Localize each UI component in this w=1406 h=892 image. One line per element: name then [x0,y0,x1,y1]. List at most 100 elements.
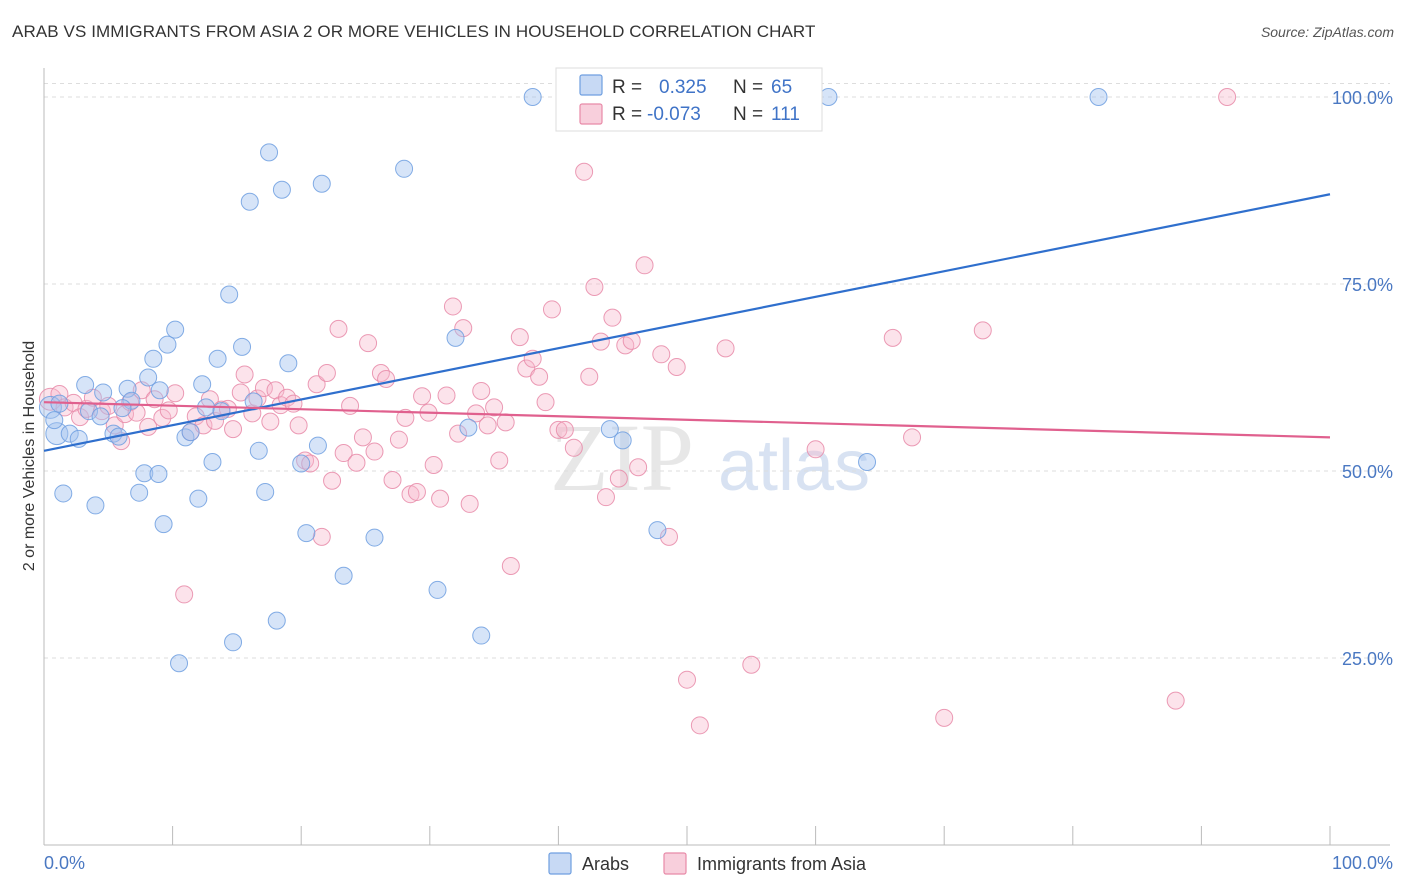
immigrants-point [437,386,456,405]
immigrants-point [224,420,243,439]
immigrants-trend-line [43,401,1331,439]
legend-swatch-immigrants [579,103,603,125]
bottom-legend-label-arabs: Arabs [582,854,629,874]
series-legend: Arabs Immigrants from Asia [548,852,867,875]
source-label: Source: ZipAtlas.com [1260,24,1394,40]
immigrants-point [883,328,902,347]
immigrants-point [485,398,504,417]
immigrants-point [629,458,648,477]
arabs-point [113,399,132,418]
arabs-point [1089,88,1108,106]
immigrants-point [690,716,709,735]
arabs-point [181,423,200,442]
immigrants-point [542,300,561,319]
arabs-point [523,88,542,106]
arabs-point [334,566,353,585]
legend-n-value-immigrants: 111 [771,104,800,125]
arabs-point [272,180,291,199]
immigrants-point [77,399,96,418]
immigrants-point [1166,691,1185,710]
arabs-point [60,424,79,443]
arabs-point [45,411,64,430]
legend-n-label-immigrants: N = [733,104,763,125]
immigrants-point [517,359,536,378]
arabs-point [233,337,252,356]
immigrants-point [254,378,273,397]
immigrants-point [317,364,336,383]
immigrants-point [307,375,326,394]
immigrants-point [166,384,185,403]
arabs-point [203,453,222,472]
x-tick-label-max: 100.0% [1332,853,1393,873]
immigrants-point [742,655,761,674]
arabs-point [365,528,384,547]
immigrants-point [478,416,497,435]
arabs-point [150,381,169,400]
immigrants-point [231,383,250,402]
immigrants-point [413,387,432,406]
immigrants-point [536,393,555,412]
immigrants-point [431,489,450,508]
immigrants-point [935,708,954,727]
immigrants-point [235,365,254,384]
immigrants-point [334,444,353,463]
immigrants-point [443,297,462,316]
arabs-point [312,174,331,193]
arabs-point [149,464,168,483]
arabs-point [240,192,259,211]
immigrants-point [635,256,654,275]
immigrants-point [603,308,622,327]
immigrants-point [659,527,678,546]
immigrants-point [652,345,671,364]
immigrants-point [580,367,599,386]
immigrants-point [616,336,635,355]
immigrants-point [353,428,372,447]
immigrants-point [472,381,491,400]
immigrants-point [806,440,825,459]
immigrants-point [175,585,194,604]
immigrants-point [347,453,366,472]
stats-legend: R = 0.325 N = 65 R = -0.073 N = 111 [555,67,823,132]
immigrants-point [575,162,594,181]
immigrants-point [973,321,992,340]
immigrants-point [460,494,479,513]
trend-lines [43,193,1331,452]
y-tick-label: 50.0% [1342,462,1393,482]
y-tick-labels: 25.0% 50.0% 75.0% 100.0% [1332,88,1393,669]
arabs-point [308,436,327,455]
immigrants-point [389,430,408,449]
arabs-point [158,335,177,354]
arabs-point [648,521,667,540]
axes [43,68,1390,846]
arabs-point [86,496,105,515]
arabs-point [176,428,195,447]
immigrants-point [371,364,390,383]
arabs-point [267,611,286,630]
legend-r-value-arabs: 0.325 [659,77,707,98]
immigrants-point [289,416,308,435]
arabs-point [166,320,185,339]
arabs-point [279,354,298,373]
immigrants-point [490,451,509,470]
immigrants-point [383,470,402,489]
legend-r-value-immigrants: -0.073 [647,104,701,125]
immigrants-point [530,367,549,386]
immigrants-point [510,328,529,347]
legend-n-label-arabs: N = [733,77,763,98]
immigrants-point [449,424,468,443]
arabs-point [428,580,447,599]
immigrants-point [555,420,574,439]
immigrants-point [1218,88,1237,106]
immigrants-point [407,482,426,501]
arabs-point [260,143,279,162]
arabs-point [224,633,243,652]
x-ticks [43,826,1331,845]
arabs-point [249,441,268,460]
immigrants-point [667,358,686,377]
legend-r-label-immigrants: R = [612,104,642,125]
arabs-point [459,418,478,437]
immigrants-point [903,428,922,447]
bottom-legend-swatch-arabs [548,852,572,875]
series-immigrants-from-asia [38,88,1237,735]
arabs-point [858,453,877,472]
